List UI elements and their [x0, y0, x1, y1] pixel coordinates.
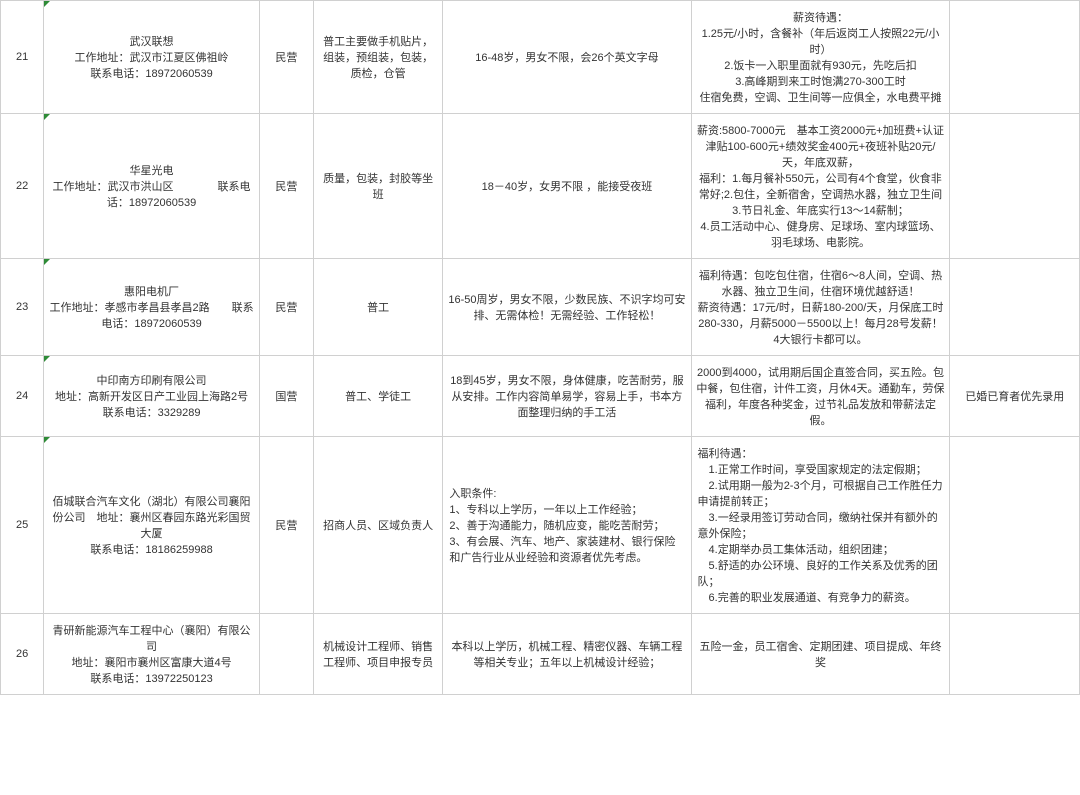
- requirement-cell: 18－40岁，女男不限 ，能接受夜班: [443, 114, 691, 259]
- job-listing-table: 21武汉联想 工作地址：武汉市江夏区佛祖岭 联系电话：18972060539民营…: [0, 0, 1080, 695]
- company-cell: 青研新能源汽车工程中心（襄阳）有限公司 地址：襄阳市襄州区富康大道4号 联系电话…: [44, 614, 260, 695]
- table-row: 22华星光电 工作地址：武汉市洪山区 联系电话：18972060539民营质量，…: [1, 114, 1080, 259]
- table-row: 24中印南方印刷有限公司 地址：高新开发区日产工业园上海路2号 联系电话：332…: [1, 356, 1080, 437]
- benefit-cell: 2000到4000，试用期后国企直签合同，买五险。包中餐，包住宿，计件工资，月休…: [691, 356, 950, 437]
- note-cell: [950, 259, 1080, 356]
- note-cell: [950, 1, 1080, 114]
- row-number: 23: [1, 259, 44, 356]
- position-cell: 普工、学徒工: [313, 356, 442, 437]
- company-cell: 佰城联合汽车文化（湖北）有限公司襄阳份公司 地址：襄州区春园东路光彩国贸大厦 联…: [44, 437, 260, 614]
- company-cell: 华星光电 工作地址：武汉市洪山区 联系电话：18972060539: [44, 114, 260, 259]
- requirement-cell: 本科以上学历，机械工程、精密仪器、车辆工程等相关专业；五年以上机械设计经验；: [443, 614, 691, 695]
- note-cell: [950, 114, 1080, 259]
- requirement-cell: 18到45岁，男女不限，身体健康，吃苦耐劳，服从安排。工作内容简单易学，容易上手…: [443, 356, 691, 437]
- company-cell: 武汉联想 工作地址：武汉市江夏区佛祖岭 联系电话：18972060539: [44, 1, 260, 114]
- position-cell: 质量，包装，封胶等坐班: [313, 114, 442, 259]
- note-cell: [950, 437, 1080, 614]
- company-cell: 惠阳电机厂 工作地址：孝感市孝昌县孝昌2路 联系电话：18972060539: [44, 259, 260, 356]
- company-type: 民营: [259, 259, 313, 356]
- row-number: 22: [1, 114, 44, 259]
- requirement-cell: 入职条件: 1、专科以上学历，一年以上工作经验； 2、善于沟通能力，随机应变，能…: [443, 437, 691, 614]
- benefit-cell: 五险一金，员工宿舍、定期团建、项目提成、年终奖: [691, 614, 950, 695]
- company-type: 民营: [259, 114, 313, 259]
- benefit-cell: 薪资待遇： 1.25元/小时，含餐补（年后返岗工人按照22元/小时） 2.饭卡一…: [691, 1, 950, 114]
- position-cell: 普工: [313, 259, 442, 356]
- company-type: 国营: [259, 356, 313, 437]
- company-cell: 中印南方印刷有限公司 地址：高新开发区日产工业园上海路2号 联系电话：33292…: [44, 356, 260, 437]
- benefit-cell: 福利待遇： 1.正常工作时间，享受国家规定的法定假期； 2.试用期一般为2-3个…: [691, 437, 950, 614]
- table-row: 26青研新能源汽车工程中心（襄阳）有限公司 地址：襄阳市襄州区富康大道4号 联系…: [1, 614, 1080, 695]
- row-number: 25: [1, 437, 44, 614]
- note-cell: [950, 614, 1080, 695]
- table-row: 21武汉联想 工作地址：武汉市江夏区佛祖岭 联系电话：18972060539民营…: [1, 1, 1080, 114]
- requirement-cell: 16-50周岁，男女不限，少数民族、不识字均可安排、无需体检！无需经验、工作轻松…: [443, 259, 691, 356]
- row-number: 26: [1, 614, 44, 695]
- row-number: 21: [1, 1, 44, 114]
- table-row: 23惠阳电机厂 工作地址：孝感市孝昌县孝昌2路 联系电话：18972060539…: [1, 259, 1080, 356]
- company-type: 民营: [259, 437, 313, 614]
- note-cell: 已婚已育者优先录用: [950, 356, 1080, 437]
- benefit-cell: 薪资:5800-7000元 基本工资2000元+加班费+认证津贴100-600元…: [691, 114, 950, 259]
- position-cell: 招商人员、区域负责人: [313, 437, 442, 614]
- company-type: [259, 614, 313, 695]
- requirement-cell: 16-48岁，男女不限，会26个英文字母: [443, 1, 691, 114]
- position-cell: 普工主要做手机贴片，组装，预组装，包装，质检，仓管: [313, 1, 442, 114]
- row-number: 24: [1, 356, 44, 437]
- company-type: 民营: [259, 1, 313, 114]
- benefit-cell: 福利待遇：包吃包住宿，住宿6～8人间，空调、热水器、独立卫生间，住宿环境优越舒适…: [691, 259, 950, 356]
- table-row: 25佰城联合汽车文化（湖北）有限公司襄阳份公司 地址：襄州区春园东路光彩国贸大厦…: [1, 437, 1080, 614]
- position-cell: 机械设计工程师、销售工程师、项目申报专员: [313, 614, 442, 695]
